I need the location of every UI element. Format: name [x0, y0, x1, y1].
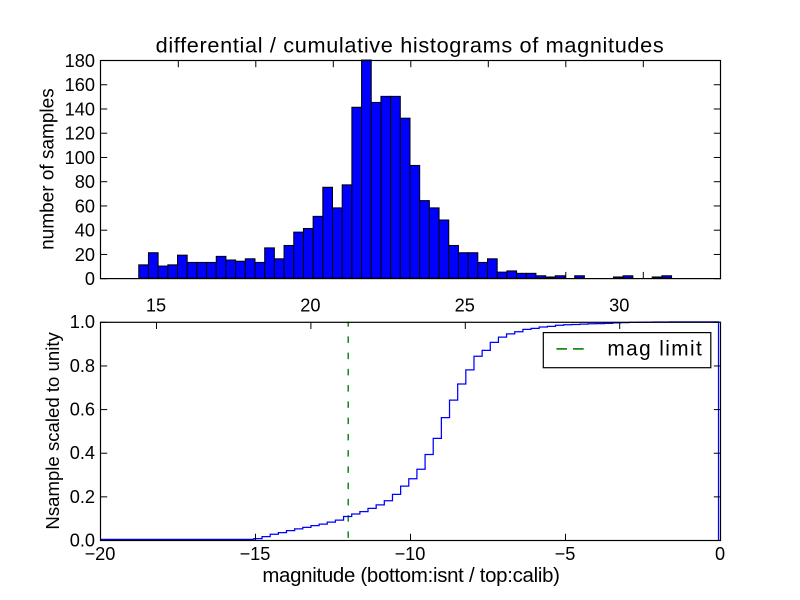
svg-text:20: 20	[75, 245, 95, 265]
svg-text:100: 100	[65, 148, 95, 168]
svg-text:120: 120	[65, 124, 95, 144]
svg-text:60: 60	[75, 196, 95, 216]
svg-text:0: 0	[715, 544, 725, 564]
svg-text:−5: −5	[555, 544, 576, 564]
svg-text:0.4: 0.4	[70, 443, 95, 463]
svg-text:15: 15	[146, 296, 166, 316]
svg-text:0: 0	[85, 269, 95, 289]
svg-text:0.8: 0.8	[70, 356, 95, 376]
svg-text:differential / cumulative hist: differential / cumulative histograms of …	[156, 33, 665, 58]
svg-text:20: 20	[300, 296, 320, 316]
svg-text:160: 160	[65, 75, 95, 95]
svg-text:25: 25	[455, 296, 475, 316]
svg-text:−20: −20	[85, 544, 116, 564]
svg-text:80: 80	[75, 172, 95, 192]
svg-text:number of samples: number of samples	[38, 88, 59, 250]
svg-text:magnitude (bottom:isnt / top:c: magnitude (bottom:isnt / top:calib)	[262, 565, 559, 587]
svg-text:−15: −15	[240, 544, 271, 564]
svg-text:180: 180	[65, 51, 95, 71]
svg-text:30: 30	[609, 296, 629, 316]
svg-text:0.2: 0.2	[70, 487, 95, 507]
svg-text:Nsample scaled to unity: Nsample scaled to unity	[42, 332, 63, 530]
svg-text:−10: −10	[395, 544, 426, 564]
svg-text:0.0: 0.0	[70, 530, 95, 550]
svg-text:140: 140	[65, 99, 95, 119]
svg-text:40: 40	[75, 221, 95, 241]
svg-text:0.6: 0.6	[70, 399, 95, 419]
svg-text:mag limit: mag limit	[607, 337, 703, 360]
svg-text:1.0: 1.0	[70, 312, 95, 332]
